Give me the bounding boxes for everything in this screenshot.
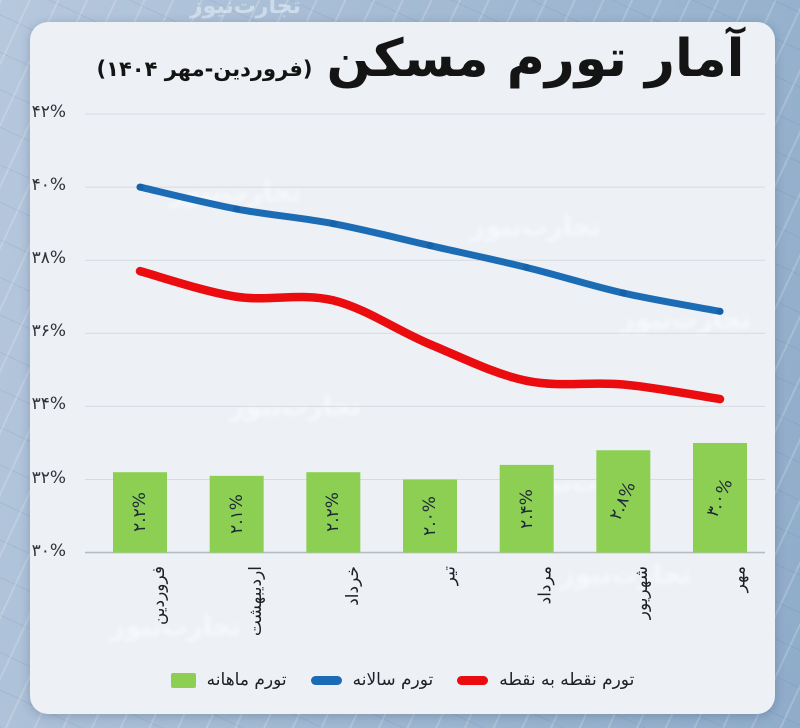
- watermark-top-text: تجارت‌نیوز: [190, 0, 301, 19]
- chart-panel: [30, 22, 775, 714]
- legend-item-annual-inflation: تورم سالانه: [310, 670, 434, 690]
- legend-swatch-monthly-inflation: [170, 672, 196, 688]
- legend-item-point-to-point-inflation: تورم نقطه به نقطه: [457, 670, 634, 690]
- legend-item-monthly-inflation: تورم ماهانه: [170, 670, 287, 690]
- legend-label-monthly-inflation: تورم ماهانه: [206, 670, 287, 690]
- legend-label-annual-inflation: تورم سالانه: [352, 670, 434, 690]
- legend-swatch-annual-inflation: [310, 675, 342, 685]
- chart-title: آمار تورم مسکن: [326, 29, 745, 89]
- legend-swatch-point-to-point-inflation: [457, 675, 489, 685]
- chart-subtitle: (فروردین-مهر ۱۴۰۴): [96, 57, 313, 81]
- legend-label-point-to-point-inflation: تورم نقطه به نقطه: [499, 670, 635, 690]
- chart-legend: تورم ماهانه تورم سالانه تورم نقطه به نقط…: [30, 670, 775, 690]
- chart-title-block: آمار تورم مسکن (فروردین-مهر ۱۴۰۴): [48, 26, 793, 94]
